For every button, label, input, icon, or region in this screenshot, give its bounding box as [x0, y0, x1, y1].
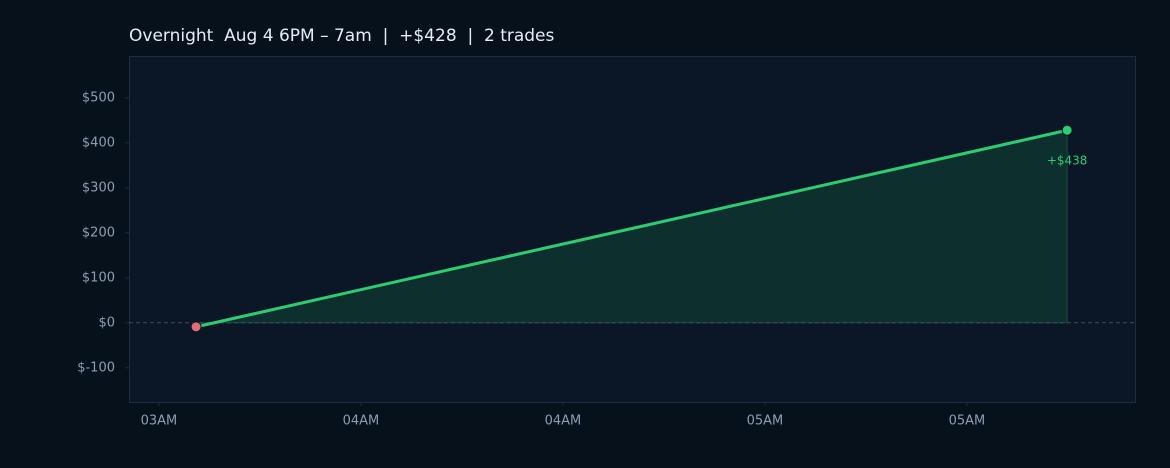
point — [190, 321, 202, 333]
line — [195, 128, 1068, 329]
y-tick-label: $400 — [82, 135, 115, 150]
point — [1061, 124, 1073, 136]
y-tick-label: $300 — [82, 180, 115, 195]
y-tick-label: $200 — [82, 225, 115, 240]
y-tick-label: $100 — [82, 270, 115, 285]
chart-title: Overnight Aug 4 6PM – 7am | +$428 | 2 tr… — [129, 26, 555, 46]
x-tick-label: 03AM — [141, 414, 178, 429]
y-tick-label: $500 — [82, 90, 115, 105]
x-tick-label: 04AM — [343, 414, 380, 429]
x-tick-label: 05AM — [747, 414, 784, 429]
x-tick-label: 05AM — [949, 414, 986, 429]
y-tick-label: $-100 — [77, 360, 115, 375]
x-tick-label: 04AM — [545, 414, 582, 429]
annotation: +$438 — [1047, 154, 1088, 168]
y-tick-label: $0 — [98, 315, 115, 330]
